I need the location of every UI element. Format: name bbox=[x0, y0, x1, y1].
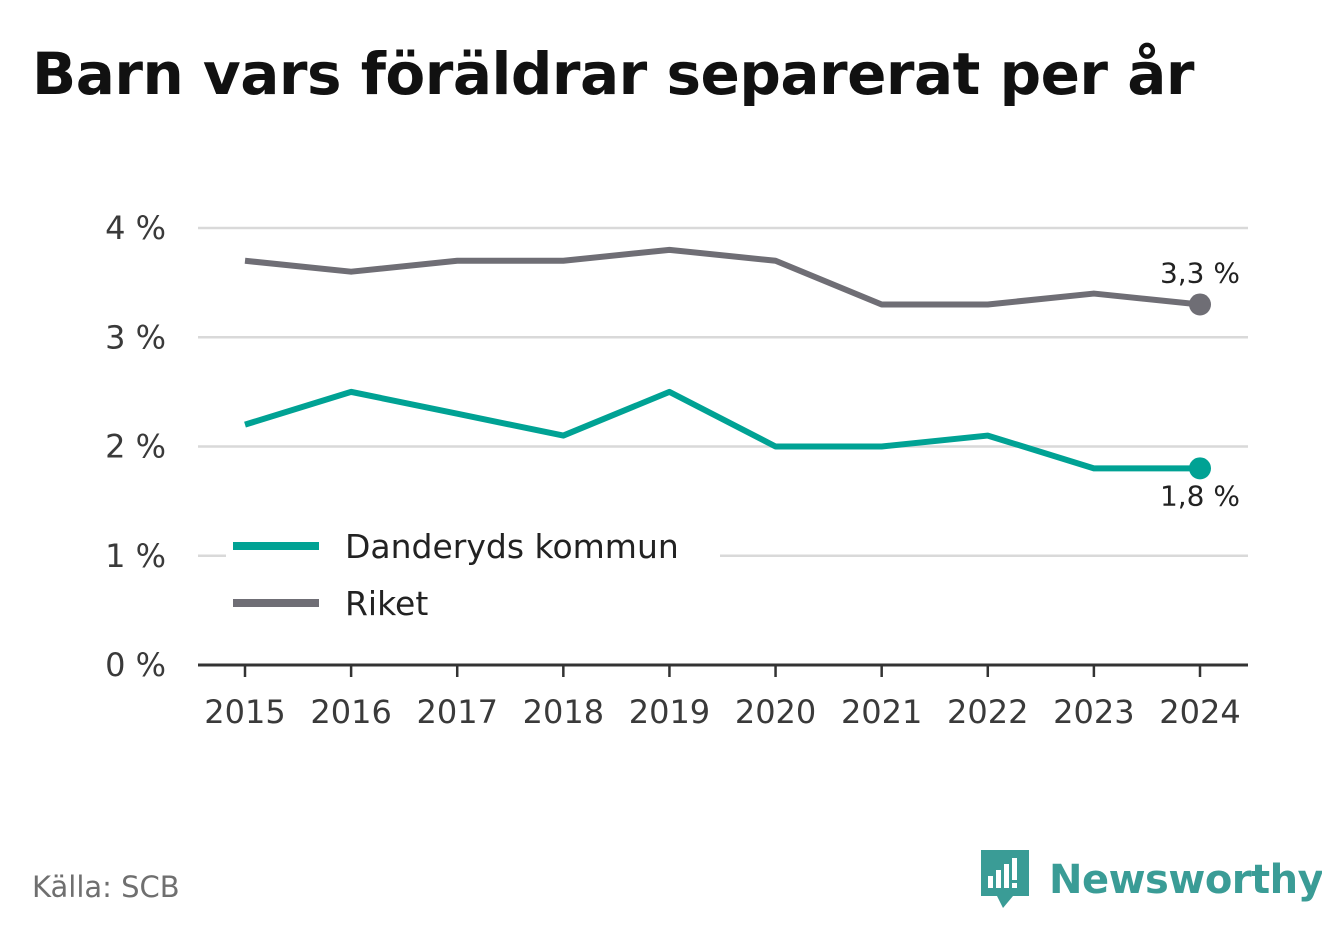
data-point bbox=[879, 444, 885, 450]
end-marker bbox=[1189, 293, 1211, 316]
x-tick-label: 2023 bbox=[1053, 693, 1134, 731]
series-line bbox=[244, 388, 1200, 472]
end-value-label: 1,8 % bbox=[1160, 479, 1240, 512]
x-tick-label: 2024 bbox=[1159, 693, 1240, 731]
data-point bbox=[560, 258, 566, 264]
end-marker bbox=[1189, 457, 1211, 480]
x-axis-tick-labels: 2015 2016 2017 2018 2019 2020 2021 2022 2023 2024 bbox=[204, 693, 1240, 731]
newsworthy-logo-icon bbox=[981, 850, 1029, 908]
legend-label: Danderyds kommun bbox=[345, 527, 679, 566]
data-point bbox=[666, 247, 672, 253]
data-point bbox=[454, 258, 460, 264]
legend-background bbox=[226, 520, 720, 630]
data-point bbox=[666, 389, 672, 395]
data-point bbox=[454, 411, 460, 417]
x-tick-label: 2020 bbox=[735, 693, 816, 731]
brand-name: Newsworthy bbox=[1049, 857, 1322, 903]
legend-label: Riket bbox=[345, 584, 428, 623]
end-value-labels: 1,8 % 3,3 % bbox=[1160, 256, 1240, 512]
y-tick-label: 2 % bbox=[105, 428, 166, 466]
data-point bbox=[1091, 465, 1097, 471]
y-axis-tick-labels: 0 % 1 % 2 % 3 % 4 % bbox=[105, 209, 166, 684]
x-axis bbox=[198, 663, 1248, 677]
data-point bbox=[560, 433, 566, 439]
data-point bbox=[348, 389, 354, 395]
end-value-label: 3,3 % bbox=[1160, 256, 1240, 289]
x-tick-label: 2022 bbox=[947, 693, 1028, 731]
y-tick-label: 1 % bbox=[105, 537, 166, 575]
x-tick-label: 2015 bbox=[204, 693, 285, 731]
data-point bbox=[242, 258, 248, 264]
legend: Danderyds kommun Riket bbox=[226, 520, 720, 630]
source-note: Källa: SCB bbox=[32, 870, 180, 904]
x-tick-label: 2021 bbox=[841, 693, 922, 731]
data-point bbox=[773, 258, 779, 264]
data-point bbox=[985, 433, 991, 439]
data-point bbox=[242, 422, 248, 428]
y-tick-label: 0 % bbox=[105, 646, 166, 684]
x-tick-label: 2017 bbox=[417, 693, 498, 731]
chart-title: Barn vars föräldrar separerat per år bbox=[32, 40, 1194, 108]
data-point bbox=[985, 301, 991, 307]
x-tick-label: 2018 bbox=[523, 693, 604, 731]
data-point bbox=[1091, 291, 1097, 297]
data-point bbox=[879, 301, 885, 307]
data-point bbox=[348, 269, 354, 275]
x-tick-label: 2016 bbox=[310, 693, 391, 731]
series-lines bbox=[242, 246, 1211, 480]
y-tick-label: 3 % bbox=[105, 318, 166, 356]
series-line bbox=[244, 246, 1201, 308]
data-point bbox=[773, 444, 779, 450]
x-tick-label: 2019 bbox=[629, 693, 710, 731]
y-tick-label: 4 % bbox=[105, 209, 166, 247]
brand-logo: Newsworthy bbox=[981, 850, 1322, 910]
